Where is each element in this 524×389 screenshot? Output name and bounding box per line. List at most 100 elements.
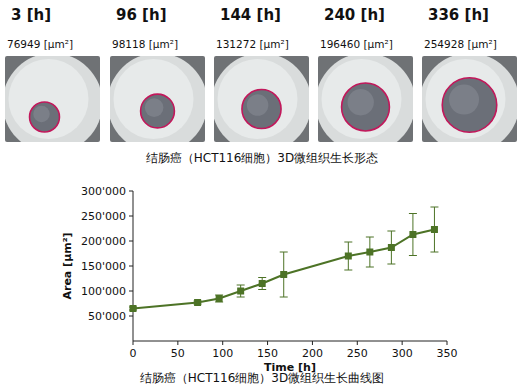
y-tick	[129, 316, 133, 317]
error-cap	[280, 297, 288, 298]
microtissue-core	[33, 106, 49, 122]
chart-title: 结肠癌（HCT116细胞）3D微组织生长曲线图	[140, 371, 385, 385]
area-label: 196460 [μm²]	[320, 38, 393, 50]
microtissue-core	[145, 98, 164, 117]
data-point	[345, 253, 352, 260]
y-tick	[129, 291, 133, 292]
x-tick	[222, 341, 223, 345]
y-tick	[129, 266, 133, 267]
area-label: 254928 [μm²]	[424, 38, 497, 50]
data-point	[409, 231, 416, 238]
x-axis	[133, 341, 447, 342]
error-cap	[366, 237, 374, 238]
well	[5, 56, 100, 142]
error-cap	[409, 255, 417, 256]
data-point	[216, 295, 223, 302]
x-tick-label: 150	[257, 347, 278, 360]
photo	[318, 56, 413, 142]
data-point	[194, 299, 201, 306]
microtissue	[342, 83, 390, 131]
photo	[422, 56, 517, 142]
error-cap	[344, 242, 352, 243]
photo	[214, 56, 309, 142]
error-cap	[237, 285, 245, 286]
y-tick-label: 150'000	[81, 260, 126, 273]
error-bar	[344, 242, 352, 270]
error-cap	[344, 270, 352, 271]
x-tick-label: 100	[212, 347, 233, 360]
y-tick-label: 100'000	[81, 285, 126, 298]
time-label: 3 [h]	[11, 6, 51, 24]
microtissue	[30, 102, 60, 132]
area-label: 131272 [μm²]	[216, 38, 289, 50]
x-tick	[402, 341, 403, 345]
data-point	[388, 244, 395, 251]
well-light	[322, 59, 402, 139]
figure: 3 [h]76949 [μm²]96 [h]98118 [μm²]144 [h]…	[0, 0, 524, 389]
microtissue	[242, 89, 281, 128]
series-line	[133, 230, 434, 309]
data-point	[130, 305, 137, 312]
microtissue-core	[247, 94, 269, 116]
x-tick	[312, 341, 313, 345]
error-bar	[409, 214, 417, 256]
microtissue-core	[348, 89, 374, 115]
error-cap	[258, 277, 266, 278]
error-bar	[280, 252, 288, 297]
y-axis-label: Area [μm²]	[61, 232, 74, 299]
well-light	[114, 59, 194, 139]
error-bar	[387, 231, 395, 264]
x-tick	[267, 341, 268, 345]
error-cap	[366, 267, 374, 268]
error-bar	[215, 295, 223, 302]
y-tick	[129, 241, 133, 242]
plot-area	[129, 207, 438, 312]
well	[110, 56, 205, 142]
x-tick-label: 50	[171, 347, 185, 360]
panel-caption: 结肠癌（HCT116细胞）3D微组织生长形态	[146, 151, 379, 165]
area-label: 98118 [μm²]	[112, 38, 178, 50]
data-point	[280, 271, 287, 278]
x-tick-label: 200	[302, 347, 323, 360]
photo	[110, 56, 205, 142]
well	[318, 56, 413, 142]
error-cap	[387, 264, 395, 265]
x-tick-label: 350	[437, 347, 458, 360]
time-label: 336 [h]	[428, 6, 489, 24]
time-label: 240 [h]	[324, 6, 385, 24]
y-tick-label: 250'000	[81, 210, 126, 223]
y-tick-label: 300'000	[81, 185, 126, 198]
error-bar	[258, 278, 266, 290]
data-point	[366, 249, 373, 256]
data-point	[259, 280, 266, 287]
y-tick	[129, 216, 133, 217]
error-cap	[237, 297, 245, 298]
microtissue	[442, 78, 497, 133]
well-light	[218, 59, 298, 139]
well-light	[9, 59, 89, 139]
data-point	[431, 226, 438, 233]
well	[422, 56, 517, 142]
x-tick	[177, 341, 178, 345]
y-tick-label: 50'000	[88, 310, 126, 323]
x-tick	[447, 341, 448, 345]
error-bar	[366, 237, 374, 267]
error-cap	[387, 231, 395, 232]
data-point	[237, 288, 244, 295]
error-cap	[409, 213, 417, 214]
x-tick-label: 0	[130, 347, 137, 360]
microtissue	[141, 94, 175, 128]
photo	[5, 56, 100, 142]
well-light	[426, 59, 506, 139]
y-tick-label: 200'000	[81, 235, 126, 248]
error-bar	[237, 285, 245, 297]
error-bar	[430, 207, 438, 252]
time-label: 96 [h]	[116, 6, 167, 24]
microtissue-core	[449, 85, 479, 115]
error-cap	[430, 252, 438, 253]
x-tick-label: 300	[392, 347, 413, 360]
error-cap	[280, 252, 288, 253]
time-label: 144 [h]	[220, 6, 281, 24]
error-cap	[430, 207, 438, 208]
x-tick	[357, 341, 358, 345]
